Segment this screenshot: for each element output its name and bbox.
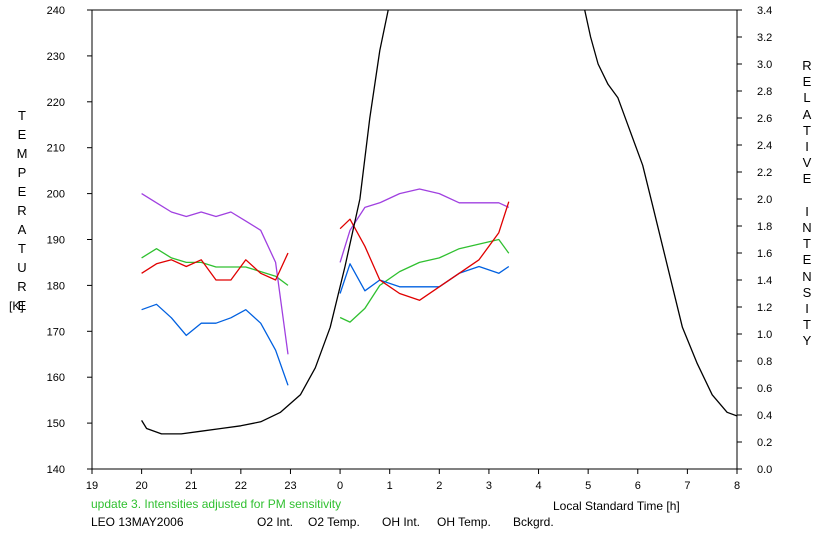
y-right-tick-label: 0.8 bbox=[757, 356, 772, 368]
axis-label-letter: I bbox=[805, 203, 809, 219]
axis-label-letter: M bbox=[16, 146, 28, 161]
y-right-tick-label: 2.2 bbox=[757, 167, 772, 179]
y-right-tick-label: 1.6 bbox=[757, 248, 772, 260]
y-left-tick-label: 160 bbox=[47, 372, 65, 384]
y-right-tick-label: 0.6 bbox=[757, 383, 772, 395]
axis-label-letter: I bbox=[805, 139, 809, 155]
axis-label-letter: L bbox=[803, 90, 811, 106]
y-right-tick-label: 3.4 bbox=[757, 5, 772, 17]
x-tick-label: 20 bbox=[135, 480, 147, 492]
axis-label-letter: R bbox=[802, 58, 812, 73]
legend-o2-temp: O2 Temp. bbox=[308, 515, 360, 529]
y-right-tick-label: 2.4 bbox=[757, 140, 772, 152]
y-right-tick-label: 1.2 bbox=[757, 302, 772, 314]
x-tick-label: 1 bbox=[387, 480, 393, 492]
y-right-tick-label: 1.8 bbox=[757, 221, 772, 233]
y-right-tick-label: 2.8 bbox=[757, 86, 772, 98]
axis-label-letter: E bbox=[17, 184, 27, 199]
x-tick-label: 8 bbox=[734, 480, 740, 492]
y-right-tick-label: 3.0 bbox=[757, 59, 772, 71]
axis-label-letter: R bbox=[17, 203, 27, 218]
y-left-tick-label: 170 bbox=[47, 326, 65, 338]
y-left-tick-label: 180 bbox=[47, 280, 65, 292]
site-date-label: LEO 13MAY2006 bbox=[91, 515, 184, 529]
axis-label-letter: N bbox=[802, 220, 812, 236]
x-tick-label: 3 bbox=[486, 480, 492, 492]
y-left-tick-label: 210 bbox=[47, 143, 65, 155]
series-o2-int-line bbox=[339, 263, 510, 294]
axis-label-letter: A bbox=[802, 106, 812, 122]
axis-label-letter: R bbox=[17, 279, 27, 294]
series-oh-temp-line bbox=[141, 248, 289, 286]
y-left-tick-label: 220 bbox=[47, 97, 65, 109]
y-right-tick-label: 1.0 bbox=[757, 329, 772, 341]
y-right-tick-label: 2.0 bbox=[757, 194, 772, 206]
y-left-tick-label: 190 bbox=[47, 235, 65, 247]
x-tick-label: 23 bbox=[284, 480, 296, 492]
axis-label-letter: P bbox=[17, 165, 27, 180]
x-tick-label: 22 bbox=[235, 480, 247, 492]
axis-label-letter: I bbox=[805, 301, 809, 317]
axis-label-letter: S bbox=[802, 284, 812, 300]
axis-label-letter: T bbox=[18, 108, 26, 123]
y-right-tick-label: 0.4 bbox=[757, 410, 772, 422]
y-axis-left-unit: [K] bbox=[9, 299, 24, 313]
update-note: update 3. Intensities adjusted for PM se… bbox=[91, 497, 342, 511]
axis-label-letter: T bbox=[803, 122, 811, 138]
axis-label-letter: E bbox=[802, 252, 812, 268]
axis-label-letter: N bbox=[802, 268, 812, 284]
x-tick-label: 21 bbox=[185, 480, 197, 492]
axis-label-letter: E bbox=[802, 171, 812, 187]
x-tick-label: 19 bbox=[86, 480, 98, 492]
axis-label-letter: Y bbox=[802, 333, 812, 349]
axis-label-letter: E bbox=[17, 298, 27, 313]
axis-label-letter: E bbox=[17, 127, 27, 142]
y-right-tick-label: 2.6 bbox=[757, 113, 772, 125]
series-oh-int-line bbox=[141, 252, 289, 281]
legend-bckgrd: Bckgrd. bbox=[513, 515, 554, 529]
legend-o2-int: O2 Int. bbox=[257, 515, 294, 529]
series-o2-temp-line bbox=[141, 193, 289, 355]
x-tick-label: 4 bbox=[535, 480, 541, 492]
axis-label-letter: T bbox=[803, 317, 811, 333]
legend-oh-temp: OH Temp. bbox=[437, 515, 491, 529]
y-right-tick-label: 0.2 bbox=[757, 437, 772, 449]
series-oh-temp-line bbox=[339, 238, 510, 323]
y-left-tick-label: 230 bbox=[47, 51, 65, 63]
y-left-tick-label: 140 bbox=[47, 464, 65, 476]
axis-label-letter: T bbox=[18, 241, 26, 256]
x-tick-label: 2 bbox=[436, 480, 442, 492]
axis-label-letter: U bbox=[17, 260, 27, 275]
x-tick-label: 6 bbox=[635, 480, 641, 492]
y-left-tick-label: 200 bbox=[47, 189, 65, 201]
y-right-tick-label: 1.4 bbox=[757, 275, 772, 287]
legend-oh-int: OH Int. bbox=[382, 515, 421, 529]
y-right-tick-label: 0.0 bbox=[757, 464, 772, 476]
series-o2-int-line bbox=[141, 303, 289, 386]
series-oh-int-line bbox=[339, 201, 510, 301]
axis-label-letter: V bbox=[802, 155, 812, 171]
x-axis-label: Local Standard Time [h] bbox=[553, 499, 680, 513]
x-tick-label: 0 bbox=[337, 480, 343, 492]
plot-frame bbox=[91, 9, 738, 470]
y-left-tick-label: 240 bbox=[47, 5, 65, 17]
series-o2-temp-line bbox=[339, 188, 510, 263]
tick-layer: 19 20 21 22 23 0 1 2 3 4 5 6 7 8140150160170180190200… bbox=[47, 5, 773, 492]
y-right-tick-label: 3.2 bbox=[757, 32, 772, 44]
x-tick-label: 7 bbox=[684, 480, 690, 492]
series-layer bbox=[141, 10, 737, 435]
axis-label-letter: A bbox=[17, 222, 27, 237]
axis-label-letter: E bbox=[802, 74, 812, 90]
series-bckgrd-line bbox=[141, 10, 389, 435]
y-left-tick-label: 150 bbox=[47, 418, 65, 430]
x-tick-label: 5 bbox=[585, 480, 591, 492]
axis-label-letter: T bbox=[803, 236, 811, 252]
axis-label-letter bbox=[797, 188, 817, 204]
series-bckgrd-line bbox=[584, 10, 737, 417]
